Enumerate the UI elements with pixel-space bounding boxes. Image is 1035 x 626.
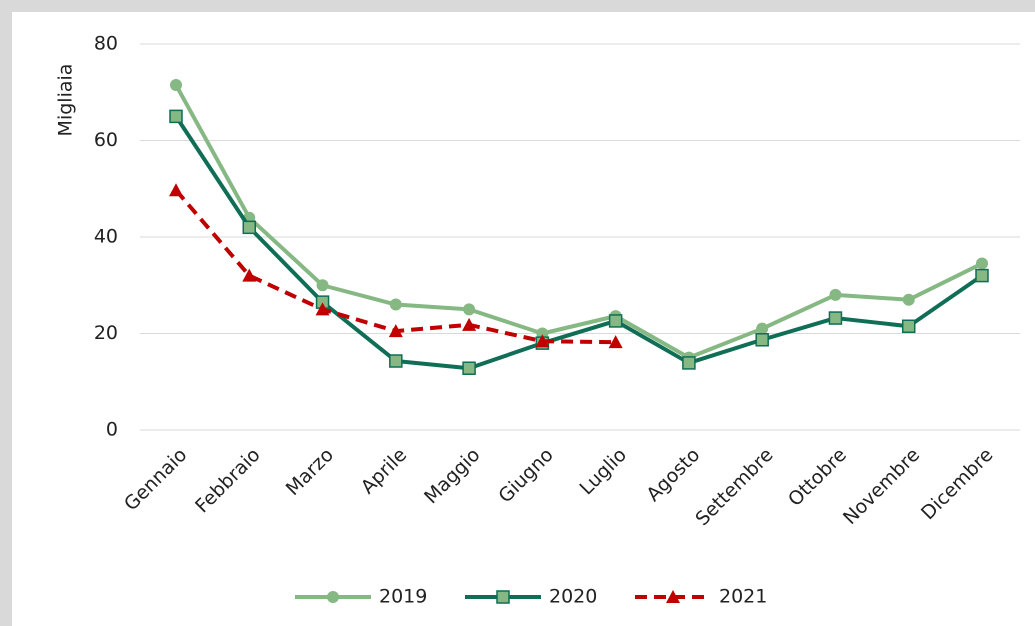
data-point (169, 183, 183, 197)
data-point (463, 303, 476, 316)
data-point (316, 279, 329, 292)
data-point (608, 335, 623, 349)
data-point (389, 354, 403, 368)
legend-marker (666, 590, 680, 603)
data-point (535, 334, 550, 348)
data-point (756, 322, 769, 335)
data-point (975, 268, 989, 283)
data-point (901, 319, 916, 334)
data-point (170, 79, 182, 92)
y-tick-label: 60 (94, 129, 118, 151)
series-line (174, 115, 984, 371)
data-point (462, 361, 476, 375)
data-point (169, 109, 183, 124)
data-point (388, 324, 403, 338)
data-point (242, 268, 257, 282)
chart-background (12, 12, 1035, 626)
data-point (976, 257, 988, 270)
y-tick-label: 80 (94, 33, 118, 55)
y-tick-label: 20 (94, 322, 118, 344)
data-point (608, 314, 623, 328)
data-point (682, 356, 696, 370)
legend-label: 2020 (549, 586, 597, 608)
legend-label: 2021 (719, 586, 767, 608)
data-point (828, 311, 843, 325)
y-tick-label: 40 (94, 226, 118, 248)
data-point (902, 293, 915, 306)
legend-marker (327, 591, 339, 603)
data-point (755, 333, 769, 347)
data-point (389, 298, 402, 311)
series-line (174, 84, 983, 360)
y-axis-label: Migliaia (55, 64, 77, 137)
data-point (242, 220, 257, 235)
legend-marker (496, 590, 510, 604)
data-point (829, 288, 842, 301)
data-point (315, 302, 330, 316)
legend-label: 2019 (379, 586, 427, 608)
y-tick-label: 0 (106, 419, 118, 441)
data-point (462, 317, 477, 331)
